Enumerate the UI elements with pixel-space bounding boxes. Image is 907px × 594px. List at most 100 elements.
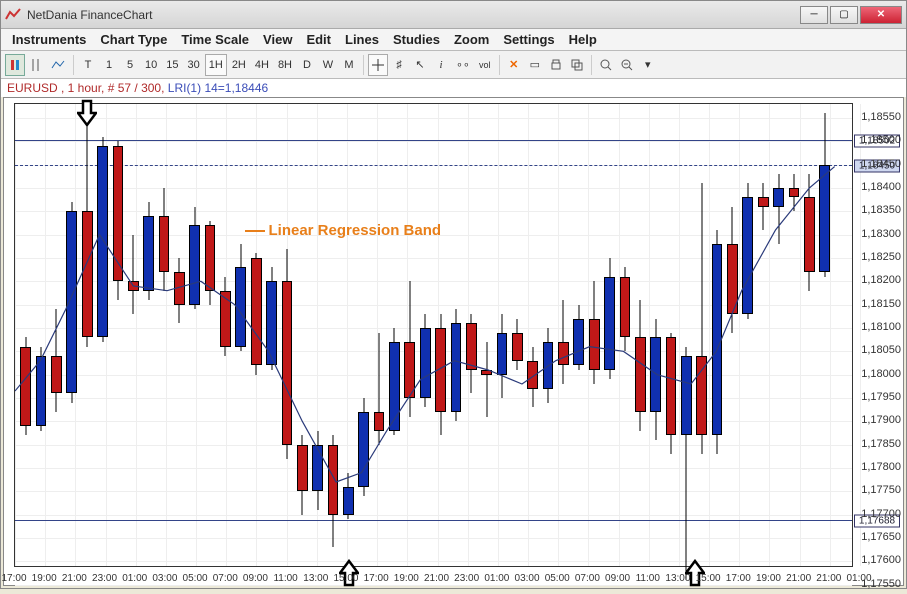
x-tick-label: 21:00	[62, 573, 87, 584]
print-icon[interactable]	[546, 54, 566, 76]
candle-type-filled-icon[interactable]	[5, 54, 25, 76]
candle[interactable]	[527, 104, 538, 594]
candle[interactable]	[282, 104, 293, 594]
candle[interactable]	[404, 104, 415, 594]
menu-studies[interactable]: Studies	[386, 30, 447, 49]
candle[interactable]	[543, 104, 554, 594]
timeframe-4H[interactable]: 4H	[251, 54, 273, 76]
timeframe-8H[interactable]: 8H	[274, 54, 296, 76]
titlebar[interactable]: NetDania FinanceChart ─ ▢ ✕	[1, 1, 906, 29]
candle[interactable]	[36, 104, 47, 594]
candle[interactable]	[66, 104, 77, 594]
menu-edit[interactable]: Edit	[299, 30, 338, 49]
plot-region[interactable]: 1,185021,184501,17688Linear Regression B…	[14, 103, 853, 567]
candle[interactable]	[97, 104, 108, 594]
candle[interactable]	[358, 104, 369, 594]
candle-type-line-icon[interactable]	[47, 54, 69, 76]
candle[interactable]	[635, 104, 646, 594]
candle[interactable]	[758, 104, 769, 594]
menu-instruments[interactable]: Instruments	[5, 30, 93, 49]
candle[interactable]	[312, 104, 323, 594]
y-tick-label: 1,18200	[861, 274, 901, 286]
candle[interactable]	[266, 104, 277, 594]
candle[interactable]	[573, 104, 584, 594]
candle[interactable]	[681, 104, 692, 594]
rect-tool-icon[interactable]: ▭	[525, 54, 545, 76]
candle[interactable]	[481, 104, 492, 594]
timeframe-1H[interactable]: 1H	[205, 54, 227, 76]
candle[interactable]	[604, 104, 615, 594]
menu-chart-type[interactable]: Chart Type	[93, 30, 174, 49]
candle[interactable]	[650, 104, 661, 594]
timeframe-30[interactable]: 30	[184, 54, 204, 76]
candle[interactable]	[220, 104, 231, 594]
candle[interactable]	[205, 104, 216, 594]
menu-lines[interactable]: Lines	[338, 30, 386, 49]
chevron-down-icon[interactable]: ▾	[638, 54, 658, 76]
candle[interactable]	[742, 104, 753, 594]
volume-icon[interactable]: vol	[475, 54, 495, 76]
candle[interactable]	[435, 104, 446, 594]
timeframe-W[interactable]: W	[318, 54, 338, 76]
candle[interactable]	[466, 104, 477, 594]
candle[interactable]	[143, 104, 154, 594]
menu-view[interactable]: View	[256, 30, 299, 49]
candle[interactable]	[374, 104, 385, 594]
candle[interactable]	[82, 104, 93, 594]
candle[interactable]	[159, 104, 170, 594]
close-button[interactable]: ✕	[860, 6, 902, 24]
maximize-button[interactable]: ▢	[830, 6, 858, 24]
candle[interactable]	[343, 104, 354, 594]
candle[interactable]	[789, 104, 800, 594]
candle[interactable]	[512, 104, 523, 594]
candle[interactable]	[773, 104, 784, 594]
delete-icon[interactable]: ✕	[504, 54, 524, 76]
candle[interactable]	[235, 104, 246, 594]
candle[interactable]	[51, 104, 62, 594]
candle[interactable]	[389, 104, 400, 594]
timeframe-2H[interactable]: 2H	[228, 54, 250, 76]
menu-help[interactable]: Help	[562, 30, 604, 49]
candle[interactable]	[819, 104, 830, 594]
candle[interactable]	[451, 104, 462, 594]
timeframe-T[interactable]: T	[78, 54, 98, 76]
timeframe-M[interactable]: M	[339, 54, 359, 76]
candle[interactable]	[189, 104, 200, 594]
zoom-out-icon[interactable]	[617, 54, 637, 76]
grid-icon[interactable]: ♯	[389, 54, 409, 76]
timeframe-5[interactable]: 5	[120, 54, 140, 76]
candle[interactable]	[297, 104, 308, 594]
candle[interactable]	[804, 104, 815, 594]
timeframe-1[interactable]: 1	[99, 54, 119, 76]
menu-zoom[interactable]: Zoom	[447, 30, 496, 49]
timeframe-10[interactable]: 10	[141, 54, 161, 76]
candle[interactable]	[113, 104, 124, 594]
candle[interactable]	[589, 104, 600, 594]
candle[interactable]	[497, 104, 508, 594]
candle[interactable]	[666, 104, 677, 594]
candle[interactable]	[174, 104, 185, 594]
dots-icon[interactable]: ∘∘	[452, 54, 474, 76]
menu-time-scale[interactable]: Time Scale	[174, 30, 256, 49]
timeframe-15[interactable]: 15	[162, 54, 182, 76]
copy-icon[interactable]	[567, 54, 587, 76]
candle[interactable]	[251, 104, 262, 594]
chart-area[interactable]: 1,185021,184501,17688Linear Regression B…	[3, 97, 904, 586]
candle[interactable]	[712, 104, 723, 594]
candle-type-bar-icon[interactable]	[26, 54, 46, 76]
candle[interactable]	[328, 104, 339, 594]
minimize-button[interactable]: ─	[800, 6, 828, 24]
info-icon[interactable]: i	[431, 54, 451, 76]
candle[interactable]	[558, 104, 569, 594]
menu-settings[interactable]: Settings	[496, 30, 561, 49]
candle[interactable]	[128, 104, 139, 594]
candle[interactable]	[696, 104, 707, 594]
candle[interactable]	[620, 104, 631, 594]
candle[interactable]	[727, 104, 738, 594]
candle[interactable]	[20, 104, 31, 594]
zoom-in-icon[interactable]	[596, 54, 616, 76]
crosshair-icon[interactable]	[368, 54, 388, 76]
pointer-icon[interactable]: ↖	[410, 54, 430, 76]
candle[interactable]	[420, 104, 431, 594]
timeframe-D[interactable]: D	[297, 54, 317, 76]
